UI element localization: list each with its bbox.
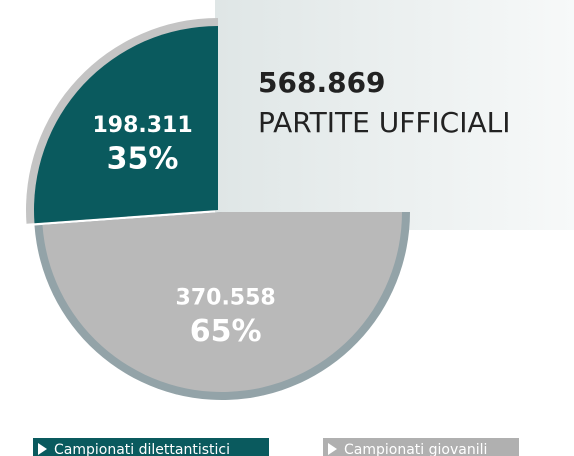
slice [42,212,402,392]
legend-arrow [38,443,47,455]
slice-value-label: 198.311 [92,113,192,138]
total: 568.869 [258,66,386,99]
legend-box [323,438,519,456]
legend-box [33,438,269,456]
legend-label: Campionati dilettantistici [54,442,230,456]
legend-arrow [328,443,337,455]
header-background [215,0,574,230]
pie: 198.311 35% 370.558 65% [25,18,411,400]
slice [34,26,218,224]
slice-percent-label: 35% [107,141,179,176]
slice-value-label: 370.558 [176,286,276,311]
legend-label: Campionati giovanili [344,442,487,456]
chart-title: PARTITE UFFICIALI [258,106,511,139]
legend: Campionati dilettantistici Campionati gio… [33,438,519,456]
slice-percent-label: 65% [190,314,262,349]
